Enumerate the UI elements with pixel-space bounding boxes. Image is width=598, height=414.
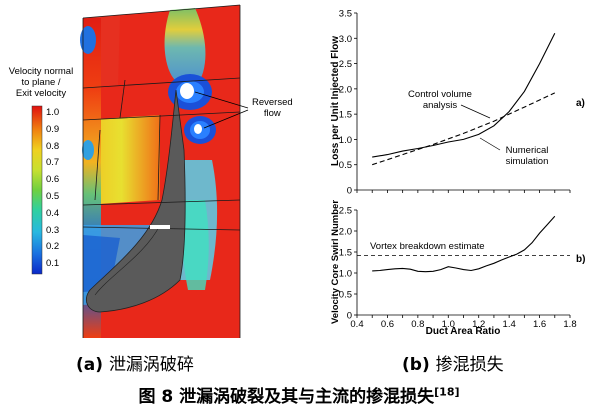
x-tick-label: 0.6 xyxy=(381,319,394,330)
figure-caption-ref: [18] xyxy=(434,385,460,399)
y-tick-label: 0.5 xyxy=(339,290,352,301)
series-line xyxy=(372,32,556,158)
legend-tick: 0.5 xyxy=(46,190,60,202)
x-tick-label: 0.4 xyxy=(350,319,363,330)
loss-charts: 00.51.01.52.02.53.03.5 00.51.01.52.02.50… xyxy=(330,9,585,338)
y-tick-label: 0.5 xyxy=(339,160,352,171)
y-tick-label: 1.5 xyxy=(339,110,352,121)
series-b xyxy=(357,215,570,273)
caption-a-letter: (a) xyxy=(76,355,104,375)
legend-tick: 0.2 xyxy=(46,241,60,253)
y-tick-label: 2.0 xyxy=(339,84,352,95)
x-tick-label: 1.6 xyxy=(533,319,546,330)
ticks-b: 0 0.5 1.0 1.5 2.0 2.5 0.4 0.6 0.8 1.0 1.2 1.4 1.6 1.8 xyxy=(339,206,577,331)
y-tick-label: 1.0 xyxy=(339,135,352,146)
x-tick-label: 0.8 xyxy=(411,319,424,330)
reversed-flow-label: Reversed flow xyxy=(252,97,293,119)
mid-region xyxy=(83,115,160,205)
caption-a: (a) 泄漏涡破碎 xyxy=(76,350,194,375)
y-tick-label: 2.5 xyxy=(339,206,352,217)
cv-label-2: analysis xyxy=(423,100,458,111)
y-tick-label: 3.5 xyxy=(339,9,352,20)
legend-tick: 0.9 xyxy=(46,123,60,135)
series-a xyxy=(372,32,556,166)
caption-a-text: 泄漏涡破碎 xyxy=(108,355,194,375)
reversed-flow-core-1 xyxy=(180,83,194,99)
legend-tick: 0.6 xyxy=(46,174,60,186)
num-label-1: Numerical xyxy=(506,145,549,156)
contour-panel: Velocity normal to plane / Exit velocity… xyxy=(0,0,250,340)
annotation-line: flow xyxy=(263,108,281,119)
legend-title-line: Velocity normal xyxy=(8,66,74,77)
charts-panel: 0 0.5 1.0 1.5 2.0 2.5 3.0 3.5 0 0.5 1.0 1.5 2.0 2.5 0… xyxy=(310,0,598,340)
y-label-b: Velocity Core Swirl Number xyxy=(330,200,341,324)
velocity-contour-plot xyxy=(31,4,249,338)
caption-b: (b) 掺混损失 xyxy=(402,350,504,375)
caption-b-letter: (b) xyxy=(402,355,430,375)
x-tick-label: 1.2 xyxy=(472,319,485,330)
y-tick-label: 0 xyxy=(347,186,352,197)
figure-caption-text: 图 8 泄漏涡破裂及其与主流的掺混损失 xyxy=(138,387,435,407)
panel-tag-a: a) xyxy=(576,98,585,109)
legend-tick: 0.7 xyxy=(46,157,60,169)
legend-tick: 1.0 xyxy=(46,107,60,118)
legend-ticks: 1.0 0.9 0.8 0.7 0.6 0.5 0.4 0.3 0.2 0.1 xyxy=(46,105,59,273)
colorbar xyxy=(31,105,43,275)
legend-tick: 0.3 xyxy=(46,224,60,236)
series-line xyxy=(372,215,556,273)
caption-b-text: 掺混损失 xyxy=(435,355,504,375)
y-tick-label: 1.0 xyxy=(339,269,352,280)
vortex-breakdown-label: Vortex breakdown estimate xyxy=(370,241,485,252)
y-tick-label: 0 xyxy=(347,311,352,322)
x-tick-label: 1.8 xyxy=(563,319,576,330)
num-label-2: simulation xyxy=(506,156,549,167)
y-tick-label: 2.0 xyxy=(339,227,352,238)
y-label-a: Loss per Unit Injected Flow xyxy=(330,36,341,166)
reversed-flow-arrows xyxy=(194,91,249,129)
x-label: Duct Area Ratio xyxy=(426,326,501,337)
y-tick-label: 1.5 xyxy=(339,248,352,259)
x-tick-label: 1.4 xyxy=(503,319,516,330)
reversed-flow-core-2 xyxy=(194,124,202,134)
legend-title: Velocity normal to plane / Exit velocity xyxy=(2,66,80,99)
cv-label-1: Control volume xyxy=(408,89,472,100)
legend-tick: 0.4 xyxy=(46,207,60,219)
legend-tick: 0.1 xyxy=(46,258,60,270)
figure-caption: 图 8 泄漏涡破裂及其与主流的掺混损失[18] xyxy=(0,382,598,407)
series-line xyxy=(372,92,556,166)
annotation-line: Reversed xyxy=(252,97,293,108)
legend-tick: 0.8 xyxy=(46,140,60,152)
legend-title-line: Exit velocity xyxy=(15,88,67,99)
y-tick-label: 2.5 xyxy=(339,59,352,70)
panel-tag-b: b) xyxy=(576,254,585,265)
y-tick-label: 3.0 xyxy=(339,34,352,45)
blade-shape xyxy=(86,89,186,313)
x-tick-label: 1.0 xyxy=(442,319,455,330)
legend-title-line: to plane / xyxy=(21,77,61,88)
ticks-a: 0 0.5 1.0 1.5 2.0 2.5 3.0 3.5 xyxy=(339,9,571,197)
